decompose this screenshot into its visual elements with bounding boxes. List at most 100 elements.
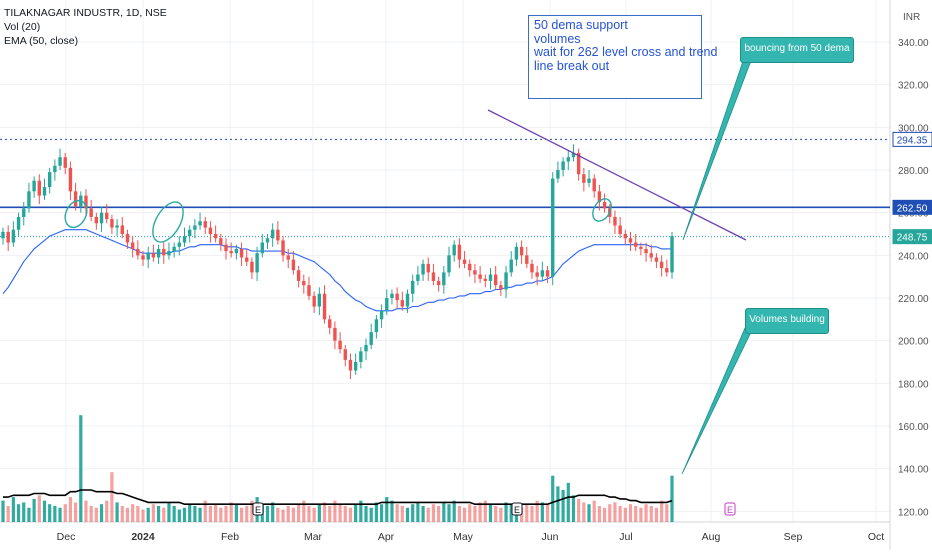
- candle: [665, 259, 669, 277]
- candle: [193, 219, 197, 239]
- candle-body: [385, 298, 389, 311]
- volume-bar: [431, 504, 436, 522]
- candle-body: [633, 242, 638, 247]
- volume-bar: [16, 504, 21, 522]
- volume-bar: [628, 504, 633, 522]
- candle-body: [162, 248, 166, 256]
- volume-bar: [421, 505, 425, 522]
- volume-bar: [359, 500, 363, 522]
- volume-bar: [115, 502, 119, 522]
- candle-body: [353, 362, 358, 371]
- ema-indicator-label[interactable]: EMA (50, close): [4, 35, 79, 47]
- candle: [426, 257, 430, 281]
- y-tick-label: 240.00: [898, 251, 929, 262]
- volume-bar: [120, 505, 124, 522]
- volume-bar: [141, 509, 145, 522]
- candle-body: [198, 221, 202, 226]
- currency-label[interactable]: INR: [903, 12, 921, 23]
- chart-legend: TILAKNAGAR INDUSTR, 1D, NSE Vol (20) EMA…: [4, 6, 167, 48]
- volume-bar: [483, 500, 487, 522]
- volume-bar: [478, 502, 482, 522]
- volume-bar: [105, 500, 109, 522]
- candle-body: [276, 229, 280, 241]
- analysis-note-box[interactable]: 50 dema support volumes wait for 262 lev…: [528, 15, 718, 99]
- candle-body: [239, 248, 244, 258]
- candle: [94, 212, 99, 230]
- candle-body: [535, 272, 539, 277]
- candle: [514, 242, 519, 266]
- candle-body: [571, 152, 576, 158]
- candle-body: [286, 255, 290, 260]
- x-tick-label: Jul: [619, 531, 632, 543]
- candle: [32, 176, 36, 198]
- highlight-circle: [592, 198, 612, 222]
- candle: [89, 199, 93, 222]
- x-tick-label: Sep: [784, 531, 803, 543]
- volume-bar: [333, 500, 337, 522]
- volume-bar: [525, 504, 529, 522]
- volume-bar: [385, 497, 389, 522]
- volume-bar: [499, 507, 503, 522]
- volume-bar: [623, 507, 627, 522]
- candle-body: [519, 246, 524, 256]
- candle-body: [53, 165, 57, 173]
- volume-bar: [219, 507, 223, 522]
- volume-indicator-label[interactable]: Vol (20): [4, 21, 41, 33]
- candle: [105, 204, 109, 224]
- note-line-3: wait for 262 level cross and trend: [534, 45, 718, 59]
- candle: [37, 174, 42, 205]
- candle: [493, 266, 498, 290]
- volume-bar: [602, 507, 607, 522]
- callout-pointer-bottom: [681, 327, 754, 475]
- candle: [561, 157, 565, 177]
- candle-body: [478, 274, 482, 279]
- volume-bar: [198, 507, 202, 522]
- volume-bar: [110, 472, 114, 522]
- candle-body: [84, 195, 88, 209]
- volume-bar: [395, 504, 399, 522]
- resistance-price-badge-text: 262.50: [897, 203, 928, 214]
- candle-body: [416, 274, 420, 281]
- candle-body: [115, 225, 119, 228]
- highlight-circle: [64, 199, 88, 229]
- volume-bar: [571, 495, 576, 522]
- candle-body: [556, 170, 560, 179]
- candle-body: [618, 225, 622, 234]
- volume-bar: [338, 504, 342, 522]
- candle: [296, 266, 301, 288]
- volume-bar: [447, 504, 451, 522]
- candle-body: [364, 344, 368, 352]
- candle-body: [338, 340, 342, 350]
- candle-body: [530, 263, 534, 273]
- candle-body: [208, 227, 213, 234]
- candle-body: [421, 263, 425, 275]
- candle: [307, 276, 311, 301]
- candle-body: [359, 351, 363, 362]
- candle: [499, 280, 503, 296]
- volume-bar: [551, 475, 555, 522]
- candle-body: [63, 157, 67, 168]
- callout-volumes-building[interactable]: Volumes building: [745, 308, 829, 334]
- candle: [255, 246, 259, 281]
- volume-bar: [250, 500, 254, 522]
- candle-body: [592, 178, 596, 192]
- callout-bouncing-ema[interactable]: bouncing from 50 dema: [740, 37, 854, 63]
- candle: [602, 193, 607, 213]
- volume-bar: [22, 502, 26, 522]
- candle-body: [597, 191, 602, 202]
- candle-body: [613, 216, 617, 226]
- symbol-title[interactable]: TILAKNAGAR INDUSTR, 1D, NSE: [4, 7, 167, 19]
- volume-bar: [670, 475, 674, 522]
- candle: [410, 274, 415, 303]
- volume-bar: [343, 505, 347, 522]
- candle-body: [566, 157, 570, 162]
- volume-ma-line: [3, 489, 673, 505]
- candle-body: [146, 253, 150, 260]
- candle-body: [670, 236, 674, 273]
- candle: [551, 172, 555, 286]
- candle-body: [16, 216, 21, 230]
- candle-body: [255, 253, 259, 273]
- candle: [649, 244, 653, 262]
